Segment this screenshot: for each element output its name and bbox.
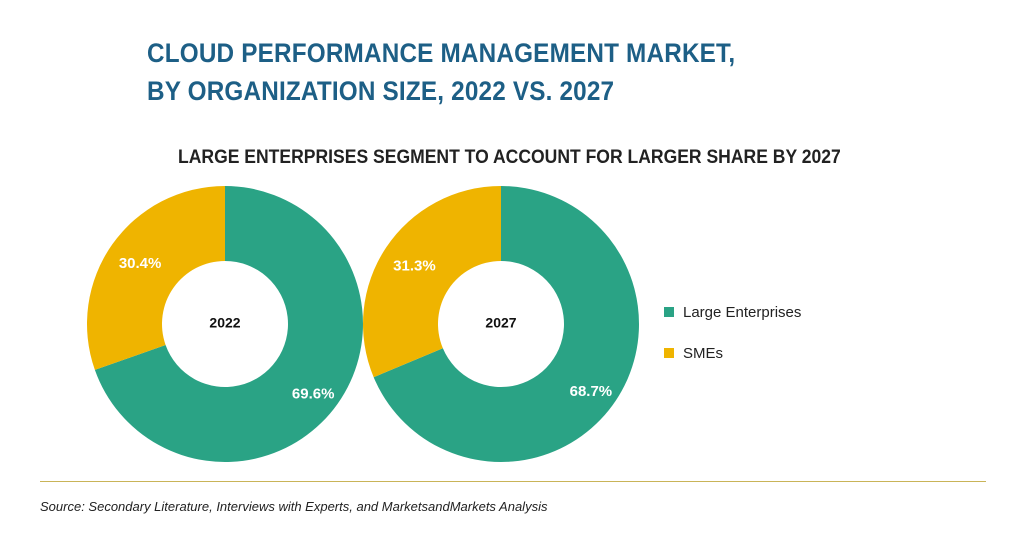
slice-label-2027-large-enterprises: 68.7% (570, 383, 613, 400)
legend: Large Enterprises SMEs (664, 302, 801, 384)
slice-2027-smes (363, 186, 501, 378)
legend-label-smes: SMEs (683, 344, 724, 362)
source-note: Source: Secondary Literature, Interviews… (40, 499, 548, 514)
legend-swatch-large-enterprises (664, 307, 674, 317)
legend-item-smes: SMEs (664, 343, 801, 363)
legend-swatch-smes (664, 348, 674, 358)
slice-2027-large-enterprises (373, 186, 640, 462)
slice-label-2022-large-enterprises: 69.6% (292, 385, 335, 402)
slice-label-2027-smes: 31.3% (393, 257, 436, 274)
chart-title: CLOUD PERFORMANCE MANAGEMENT MARKET, BY … (147, 34, 735, 110)
slice-2022-smes (86, 186, 225, 370)
footer-divider (40, 481, 986, 482)
chart-subtitle: LARGE ENTERPRISES SEGMENT TO ACCOUNT FOR… (178, 146, 841, 168)
slice-label-2022-smes: 30.4% (119, 255, 162, 272)
center-label-2027: 2027 (485, 315, 516, 331)
legend-item-large-enterprises: Large Enterprises (664, 302, 801, 322)
center-label-2022: 2022 (209, 315, 240, 331)
slice-2022-large-enterprises (94, 186, 363, 462)
title-line-2: BY ORGANIZATION SIZE, 2022 VS. 2027 (147, 76, 615, 106)
legend-label-large-enterprises: Large Enterprises (683, 303, 802, 321)
title-line-1: CLOUD PERFORMANCE MANAGEMENT MARKET, (147, 38, 736, 68)
